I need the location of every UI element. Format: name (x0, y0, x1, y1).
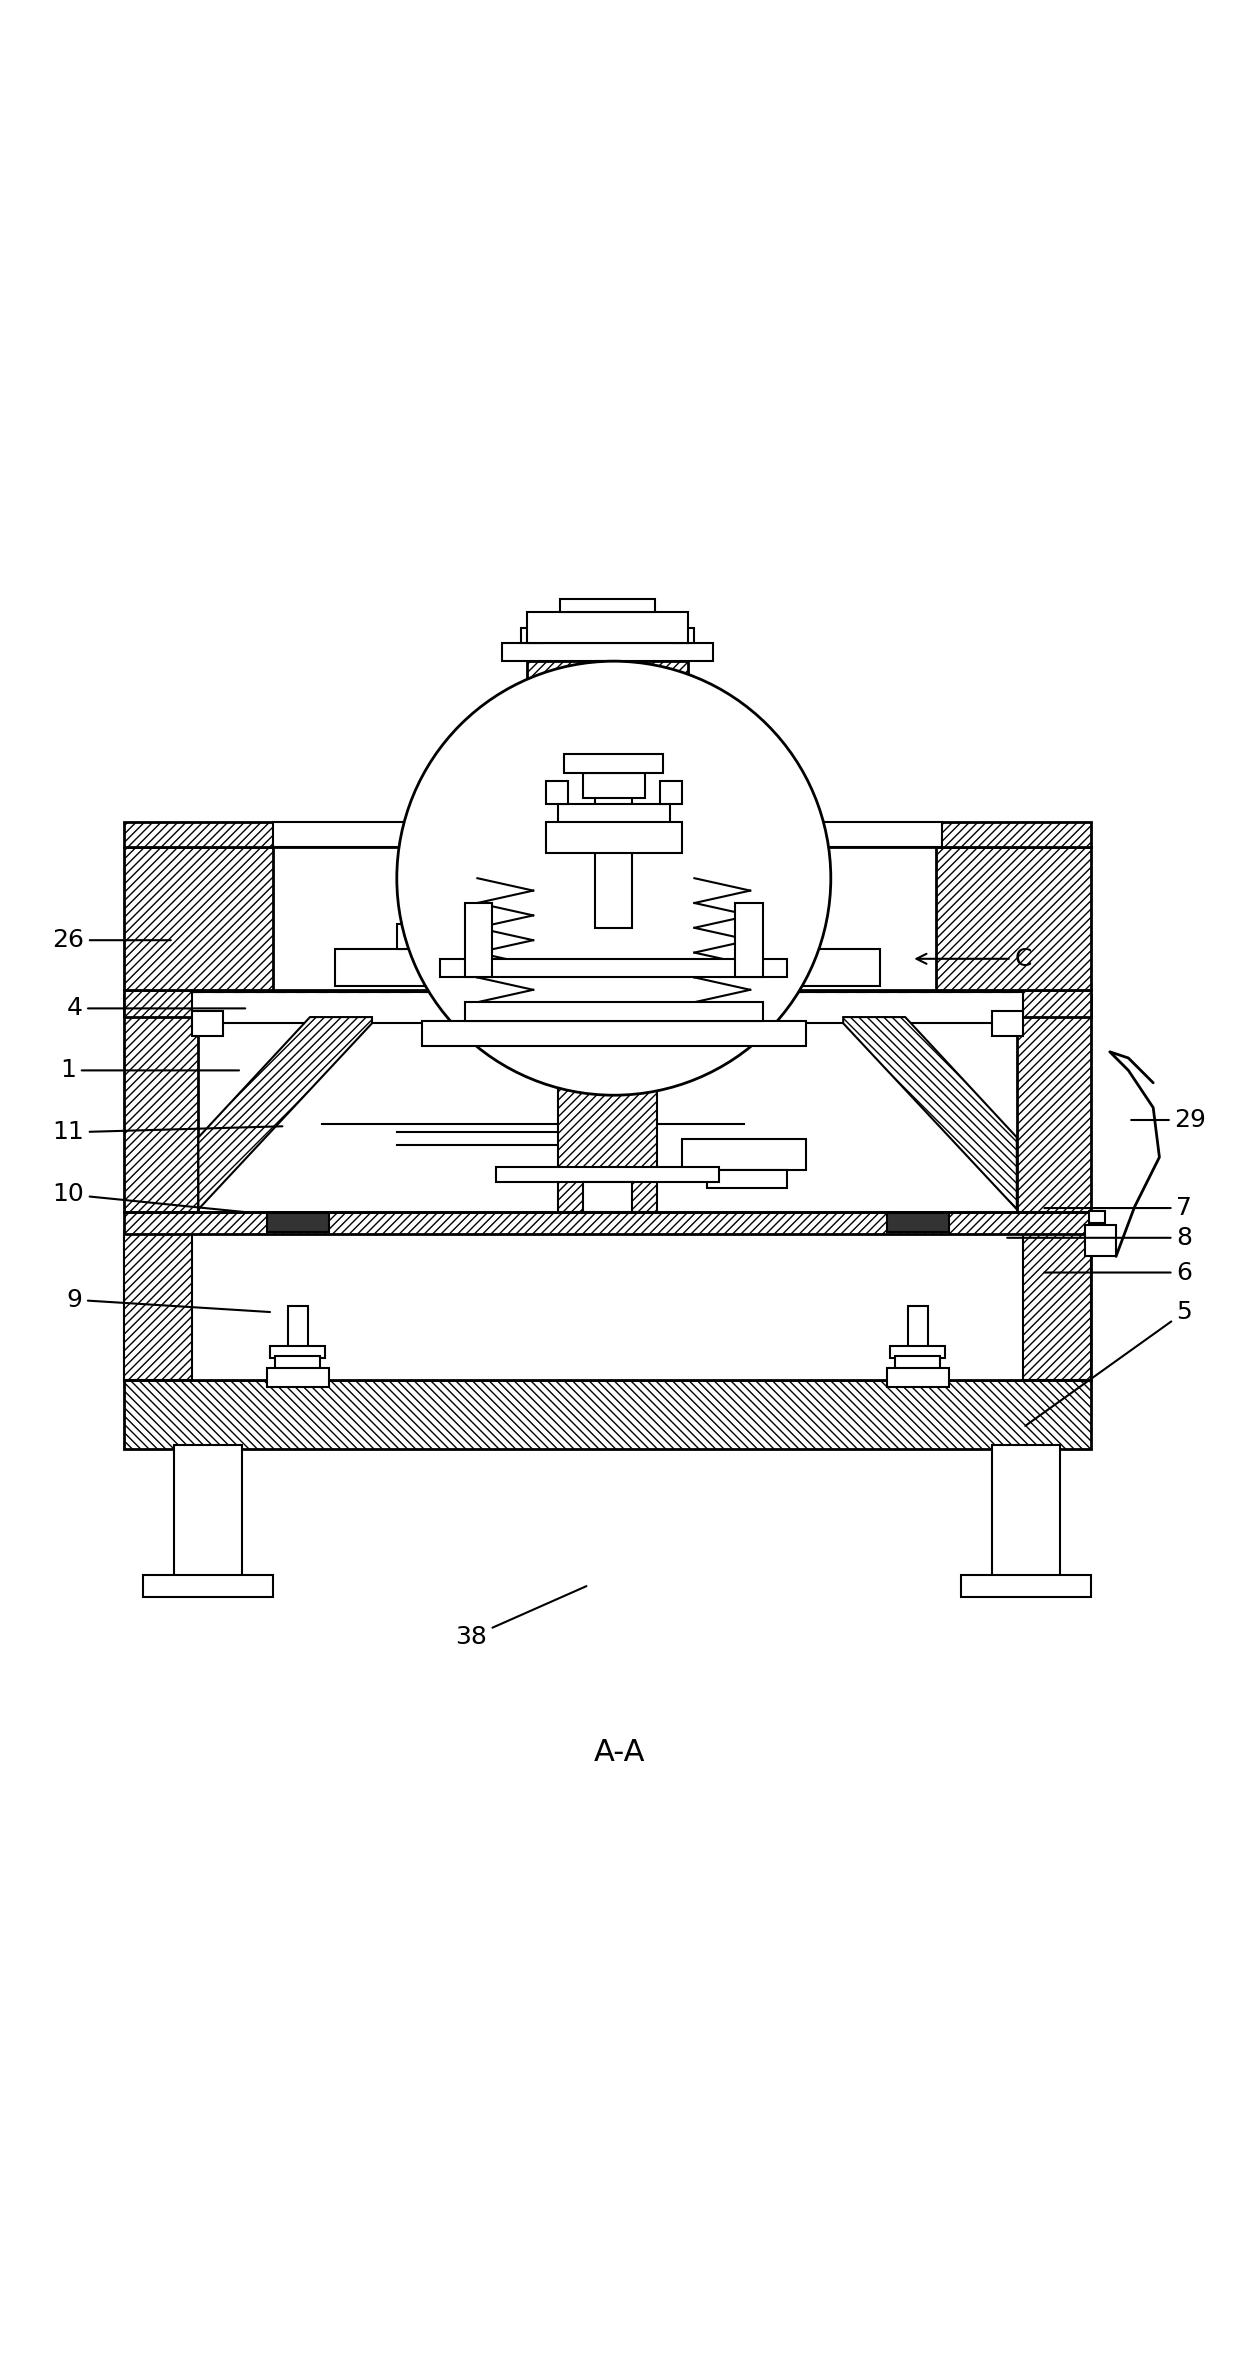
Text: A-A: A-A (594, 1738, 646, 1766)
Bar (992, 1444, 1060, 1579)
Text: 7: 7 (1044, 1196, 1192, 1220)
Bar (124, 1213, 1091, 1234)
Bar (496, 1168, 719, 1182)
Bar (560, 598, 655, 612)
Bar (1017, 995, 1091, 1213)
Bar (502, 643, 713, 662)
Bar (527, 612, 688, 643)
Text: 6: 6 (1044, 1260, 1192, 1284)
Bar (672, 629, 694, 643)
Bar (521, 629, 543, 643)
Bar (595, 766, 632, 927)
Text: 26: 26 (52, 929, 171, 953)
Text: 10: 10 (52, 1182, 252, 1213)
Polygon shape (843, 1017, 1017, 1210)
Bar (465, 903, 492, 976)
Bar (192, 1012, 223, 1035)
Text: 29: 29 (1131, 1109, 1207, 1132)
Bar (527, 662, 688, 823)
Bar (440, 960, 787, 976)
Bar (288, 1305, 308, 1350)
Text: 5: 5 (1025, 1300, 1192, 1425)
Bar (735, 903, 763, 976)
Bar (682, 1139, 806, 1170)
Bar (267, 1369, 329, 1388)
Text: 4: 4 (67, 995, 246, 1021)
Bar (1085, 1225, 1116, 1255)
Bar (422, 1021, 806, 1045)
Bar (558, 1017, 657, 1213)
Bar (124, 1232, 1091, 1381)
Bar (124, 846, 273, 991)
Bar (1023, 1232, 1091, 1381)
Bar (887, 1213, 949, 1232)
Bar (546, 823, 682, 853)
Bar (275, 1355, 320, 1371)
Bar (596, 662, 619, 823)
Bar (890, 1345, 945, 1357)
Circle shape (397, 662, 831, 1095)
Bar (174, 1444, 242, 1579)
Bar (992, 1012, 1023, 1035)
Bar (335, 948, 880, 986)
Bar (908, 1305, 928, 1350)
Bar (273, 823, 942, 846)
Bar (583, 773, 645, 797)
Bar (660, 782, 682, 804)
Bar (961, 1574, 1091, 1598)
Text: 9: 9 (67, 1288, 270, 1312)
Bar (936, 846, 1091, 991)
Bar (1089, 1210, 1105, 1222)
Bar (124, 991, 1091, 1017)
Bar (887, 1369, 949, 1388)
Text: 38: 38 (455, 1586, 587, 1650)
Text: 11: 11 (52, 1121, 283, 1144)
Bar (558, 804, 670, 830)
Bar (124, 823, 1091, 846)
Bar (895, 1355, 940, 1371)
Bar (397, 924, 818, 948)
Bar (124, 995, 198, 1213)
Bar (564, 754, 663, 773)
Bar (267, 1213, 329, 1232)
Text: 1: 1 (61, 1059, 239, 1083)
Bar (198, 1017, 1017, 1213)
Bar (124, 1381, 1091, 1449)
Bar (465, 1002, 763, 1021)
Text: 8: 8 (1007, 1227, 1192, 1251)
Bar (583, 1182, 632, 1213)
Polygon shape (198, 1017, 372, 1210)
Bar (546, 782, 568, 804)
Bar (270, 1345, 325, 1357)
Bar (707, 1170, 787, 1189)
Text: C: C (916, 948, 1032, 972)
Bar (192, 993, 1023, 1024)
Bar (143, 1574, 273, 1598)
Bar (124, 1232, 192, 1381)
